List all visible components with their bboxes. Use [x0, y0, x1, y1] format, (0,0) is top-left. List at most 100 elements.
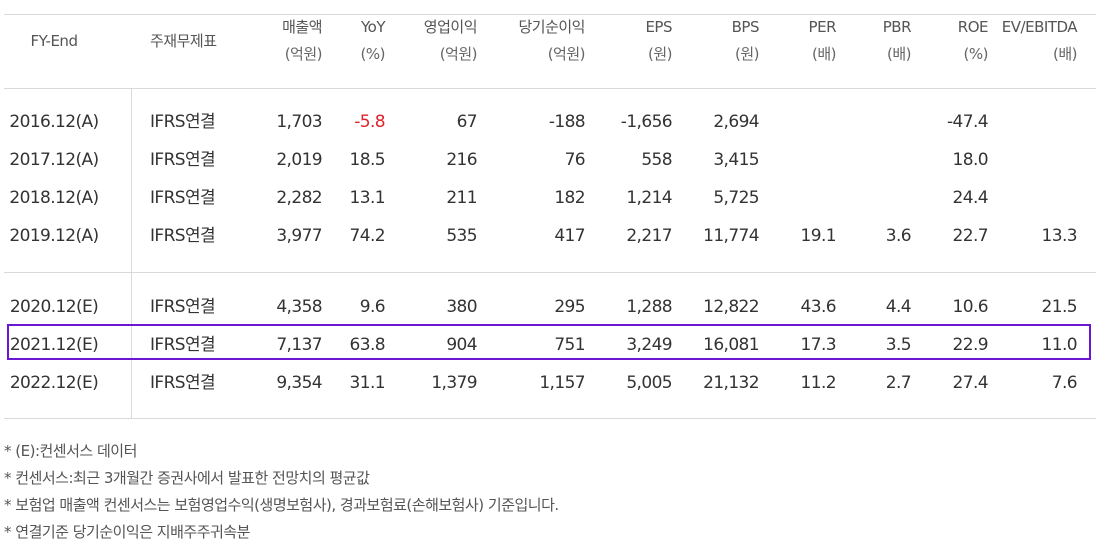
- header-eps: EPS (원): [562, 14, 672, 88]
- cell-net: 182: [554, 188, 585, 208]
- cell-yoy: 9.6: [359, 297, 386, 317]
- header-pbr: PBR (배): [801, 14, 912, 88]
- cell-eps: 1,214: [626, 188, 672, 208]
- footnote: * (E):컨센서스 데이터: [4, 442, 137, 460]
- cell-eps: 5,005: [626, 373, 672, 393]
- cell-basis: IFRS연결: [150, 112, 216, 132]
- cell-fy: 2021.12(E): [9, 335, 99, 355]
- cell-fy: 2016.12(A): [9, 112, 99, 132]
- cell-per: 11.2: [800, 373, 837, 393]
- cell-op: 1,379: [431, 373, 477, 393]
- header-bps: BPS (원): [649, 14, 760, 88]
- cell-roe: 18.0: [952, 150, 989, 170]
- cell-fy: 2019.12(A): [9, 226, 99, 246]
- header-roe: ROE (%): [878, 14, 989, 88]
- cell-roe: 24.4: [952, 188, 989, 208]
- header-label: 당기순이익: [518, 18, 585, 36]
- header-label: EPS: [645, 18, 672, 36]
- cell-yoy: 74.2: [349, 226, 386, 246]
- cell-yoy: 18.5: [349, 150, 386, 170]
- cell-ev: 21.5: [1041, 297, 1078, 317]
- cell-op: 904: [446, 335, 477, 355]
- header-label: BPS: [731, 18, 760, 36]
- cell-sales: 3,977: [276, 226, 322, 246]
- header-label: YoY: [360, 18, 386, 36]
- table-row: 2017.12(A) IFRS연결 2,019 18.5 216 76 558 3,415 18…: [4, 141, 1096, 179]
- cell-fy: 2018.12(A): [9, 188, 99, 208]
- cell-bps: 21,132: [703, 373, 759, 393]
- cell-sales: 1,703: [276, 112, 322, 132]
- cell-eps: 558: [641, 150, 672, 170]
- header-label: 영업이익: [423, 18, 478, 36]
- header-unit: (배): [1052, 45, 1078, 63]
- cell-roe: 27.4: [952, 373, 989, 393]
- header-unit: (%): [963, 45, 989, 63]
- cell-net: 417: [554, 226, 585, 246]
- cell-op: 67: [456, 112, 478, 132]
- cell-op: 211: [446, 188, 477, 208]
- header-label: ROE: [957, 18, 989, 36]
- cell-pbr: 2.7: [885, 373, 912, 393]
- cell-sales: 2,282: [276, 188, 322, 208]
- cell-fy: 2022.12(E): [9, 373, 99, 393]
- cell-yoy: 13.1: [349, 188, 386, 208]
- cell-pbr: 3.5: [885, 335, 912, 355]
- table-row: 2020.12(E) IFRS연결 4,358 9.6 380 295 1,288 12,82…: [4, 288, 1096, 326]
- table-row: 2022.12(E) IFRS연결 9,354 31.1 1,379 1,157 5,005…: [4, 364, 1096, 402]
- table-row: 2016.12(A) IFRS연결 1,703 -5.8 67 -188 -1,656 2,6…: [4, 103, 1096, 141]
- table-row: 2021.12(E) IFRS연결 7,137 63.8 904 751 3,249 16,0…: [4, 326, 1096, 364]
- cell-ev: [967, 141, 1077, 179]
- cell-fy: 2017.12(A): [9, 150, 99, 170]
- cell-roe: 22.9: [952, 335, 989, 355]
- header-label: EV/EBITDA: [1001, 18, 1078, 36]
- header-label: 주재무제표: [150, 32, 217, 50]
- cell-net: 1,157: [539, 373, 585, 393]
- header-unit: (억원): [284, 45, 323, 63]
- header-divider: [4, 88, 1096, 89]
- header-fy-end: FY-End: [0, 28, 124, 102]
- cell-sales: 2,019: [276, 150, 322, 170]
- footnote: * 컨센서스:최근 3개월간 증권사에서 발표한 전망치의 평균값: [4, 469, 370, 487]
- cell-basis: IFRS연결: [150, 335, 216, 355]
- table-top-border: [4, 14, 1096, 15]
- header-label: PBR: [882, 18, 912, 36]
- table-row: 2018.12(A) IFRS연결 2,282 13.1 211 182 1,214 5,72…: [4, 179, 1096, 217]
- header-unit: (원): [647, 45, 673, 63]
- header-ev-ebitda: EV/EBITDA (배): [967, 14, 1078, 88]
- table-bottom-border: [4, 418, 1096, 419]
- actual-estimate-divider: [4, 272, 1096, 273]
- header-per: PER (배): [726, 14, 837, 88]
- cell-basis: IFRS연결: [150, 150, 216, 170]
- cell-op: 380: [446, 297, 477, 317]
- cell-eps: 2,217: [626, 226, 672, 246]
- column-divider-upper: [131, 88, 132, 272]
- header-label: 매출액: [282, 18, 322, 36]
- footnotes: * (E):컨센서스 데이터 * 컨센서스:최근 3개월간 증권사에서 발표한 전…: [4, 438, 559, 546]
- column-divider-lower: [131, 272, 132, 418]
- header-unit: (배): [886, 45, 912, 63]
- cell-roe: 10.6: [952, 297, 989, 317]
- header-statement-basis: 주재무제표: [150, 28, 270, 102]
- cell-ev: [967, 179, 1077, 217]
- cell-op: 535: [446, 226, 477, 246]
- cell-roe: 22.7: [952, 226, 989, 246]
- cell-yoy: -5.8: [354, 112, 385, 132]
- cell-per: 17.3: [800, 335, 837, 355]
- cell-bps: 3,415: [713, 150, 759, 170]
- header-label: PER: [808, 18, 837, 36]
- cell-bps: 12,822: [703, 297, 759, 317]
- header-unit: (%): [360, 45, 386, 63]
- cell-fy: 2020.12(E): [9, 297, 99, 317]
- cell-net: 751: [554, 335, 585, 355]
- cell-net: 295: [554, 297, 585, 317]
- cell-basis: IFRS연결: [150, 188, 216, 208]
- cell-bps: 5,725: [713, 188, 759, 208]
- cell-net: -188: [548, 112, 586, 132]
- cell-sales: 9,354: [276, 373, 322, 393]
- footnote: * 연결기준 당기순이익은 지배주주귀속분: [4, 523, 250, 541]
- cell-pbr: 4.4: [885, 297, 912, 317]
- header-unit: (억원): [547, 45, 586, 63]
- header-unit: (원): [734, 45, 760, 63]
- cell-per: 43.6: [800, 297, 837, 317]
- cell-sales: 4,358: [276, 297, 322, 317]
